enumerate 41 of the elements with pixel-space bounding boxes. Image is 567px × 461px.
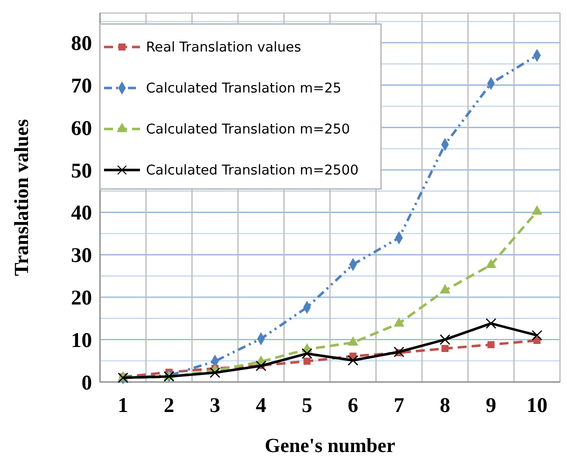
x-tick-label: 10 (526, 393, 548, 417)
y-tick-label: 80 (71, 31, 92, 56)
point (486, 258, 496, 268)
legend-label: Real Translation values (146, 40, 302, 56)
point (486, 318, 496, 329)
legend-label: Calculated Translation m=2500 (146, 162, 359, 179)
point (394, 317, 404, 327)
point (440, 284, 450, 294)
point (302, 348, 312, 359)
x-tick-label: 9 (486, 393, 496, 417)
point (532, 330, 542, 341)
y-axis-title: Translation values (11, 118, 33, 276)
x-tick-label: 4 (256, 393, 267, 417)
point (210, 367, 220, 378)
point (532, 205, 542, 215)
x-tick-label: 1 (118, 393, 128, 417)
y-tick-label: 70 (71, 73, 92, 98)
point (348, 336, 358, 346)
y-tick-label: 60 (71, 116, 92, 140)
x-axis-title: Gene's number (264, 435, 396, 457)
x-tick-label: 2 (164, 393, 174, 417)
y-tick-label: 50 (71, 158, 92, 182)
point (303, 358, 311, 365)
point (441, 344, 449, 352)
y-tick-label: 10 (71, 328, 92, 352)
y-tick-label: 20 (71, 286, 92, 310)
y-tick-label: 0 (82, 370, 92, 394)
point (348, 355, 358, 366)
point (440, 334, 450, 345)
y-tick-label: 30 (71, 243, 92, 268)
x-tick-label: 8 (440, 393, 450, 417)
y-tick-label: 40 (71, 200, 92, 225)
x-tick-label: 3 (210, 393, 220, 417)
point (394, 346, 404, 358)
point (487, 341, 495, 348)
legend-label: Calculated Translation m=25 (146, 80, 342, 97)
point (256, 360, 266, 372)
legend-label: Calculated Translation m=250 (146, 122, 350, 138)
x-tick-label: 5 (302, 393, 312, 417)
x-tick-label: 7 (394, 393, 404, 417)
x-tick-label: 6 (348, 393, 358, 417)
